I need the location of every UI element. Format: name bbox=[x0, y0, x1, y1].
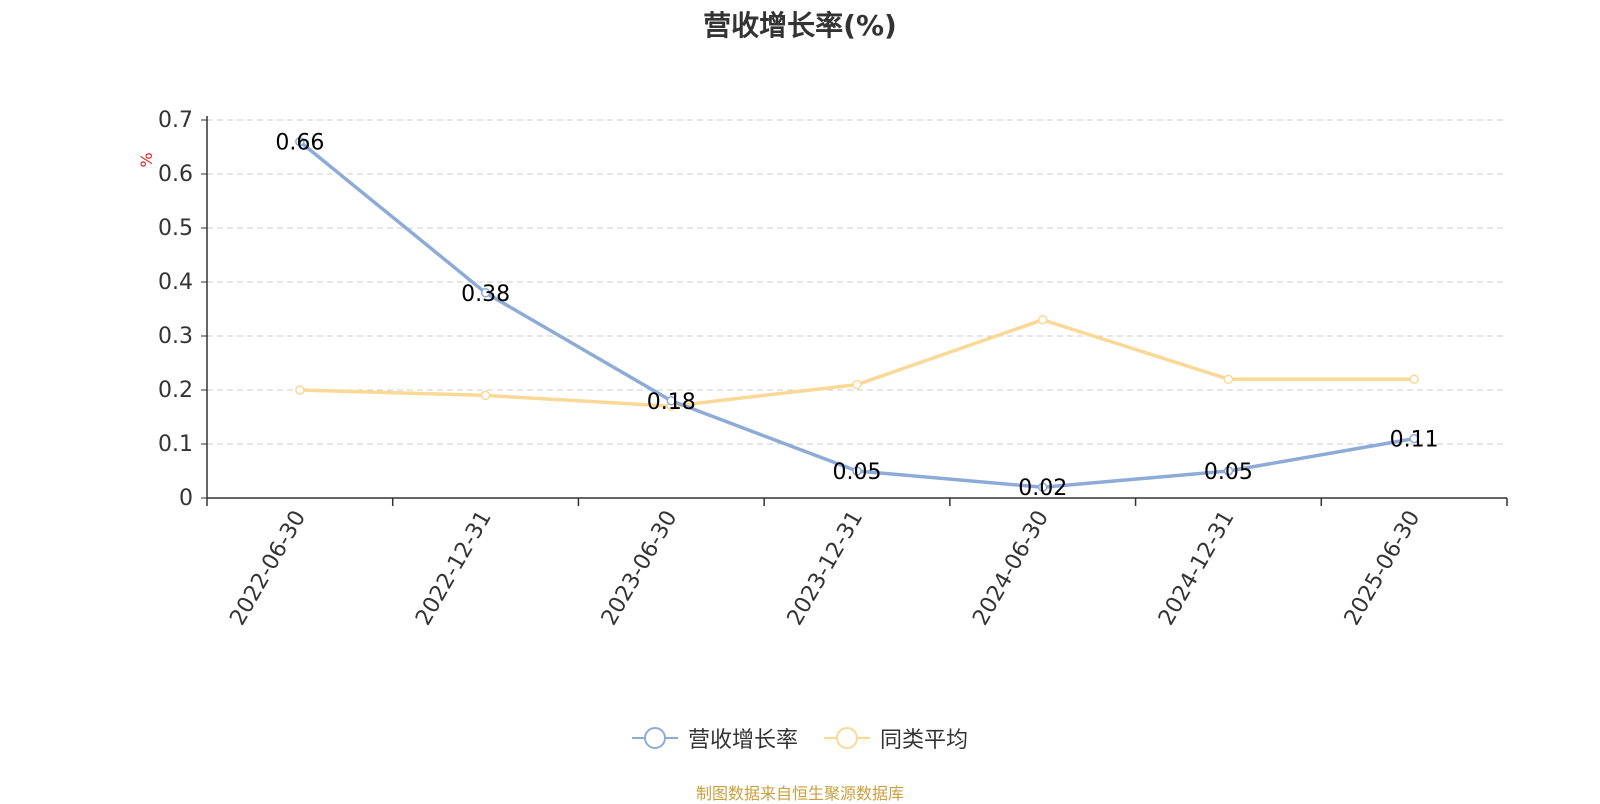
series-0-point bbox=[480, 288, 491, 298]
series-1-point bbox=[1037, 315, 1048, 325]
series-0-point bbox=[852, 466, 862, 476]
legend-label-series-0: 营收增长率 bbox=[687, 728, 798, 753]
x-tick-label: 2025-06-30 bbox=[1340, 507, 1426, 630]
data-label: 0.11 bbox=[1390, 428, 1439, 453]
data-label: 0.66 bbox=[275, 131, 324, 156]
series-0-point bbox=[1223, 466, 1234, 476]
legend-item-series-0[interactable]: 营收增长率 bbox=[631, 722, 798, 754]
series-1-point bbox=[480, 390, 491, 401]
x-tick-label: 2022-06-30 bbox=[225, 507, 311, 630]
axes: 0 0.1 0.2 0.3 0.4 0.5 0.6 0.7% 2022-06-30 2022-12… bbox=[137, 108, 1508, 630]
legend-item-series-1[interactable]: 同类平均 bbox=[824, 722, 968, 754]
data-label: 0.02 bbox=[1018, 476, 1067, 501]
data-label: 0.18 bbox=[647, 390, 696, 415]
legend: 营收增长率 同类平均 bbox=[0, 722, 1600, 754]
series-0-point bbox=[1409, 433, 1419, 444]
series-0-point bbox=[1037, 482, 1048, 492]
series bbox=[295, 136, 1419, 492]
x-tick-label: 2022-12-31 bbox=[411, 506, 497, 629]
x-tick-label: 2024-06-30 bbox=[968, 507, 1054, 630]
series-line-0 bbox=[298, 140, 1415, 489]
x-tick-label: 2023-12-31 bbox=[783, 507, 869, 630]
x-tick-label: 2023-06-30 bbox=[597, 507, 683, 630]
legend-marker-series-0 bbox=[631, 727, 678, 749]
series-0-point bbox=[295, 136, 305, 147]
legend-label-series-1: 同类平均 bbox=[880, 728, 969, 753]
series-line-1 bbox=[299, 318, 1415, 408]
grid-lines bbox=[207, 119, 1507, 445]
y-tick-label: 0.3 bbox=[158, 324, 193, 349]
y-tick-label: 0.7 bbox=[158, 108, 193, 133]
y-tick-label: 0.6 bbox=[158, 162, 193, 187]
series-1-point bbox=[1223, 374, 1234, 384]
series-1-point bbox=[295, 385, 305, 395]
y-tick-label: 0.5 bbox=[158, 216, 193, 241]
data-label: 0.38 bbox=[461, 282, 510, 307]
y-tick-label: 0.2 bbox=[158, 378, 193, 403]
y-axis-label: % bbox=[137, 152, 156, 167]
series-1-point bbox=[1409, 374, 1419, 384]
y-tick-label: 0.4 bbox=[158, 270, 193, 295]
legend-marker-series-1 bbox=[824, 727, 870, 749]
y-tick-label: 0.1 bbox=[158, 432, 193, 457]
data-labels: 0.66 0.38 0.18 0.05 0.02 0.05 0.11 bbox=[275, 131, 1438, 502]
data-label: 0.05 bbox=[833, 460, 882, 485]
data-label: 0.05 bbox=[1204, 460, 1253, 485]
y-tick-label: 0 bbox=[179, 486, 193, 511]
series-1-point bbox=[852, 379, 862, 390]
chart-title: 营收增长率(%) bbox=[703, 9, 897, 42]
x-tick-label: 2024-12-31 bbox=[1154, 507, 1240, 630]
data-source-note: 制图数据来自恒生聚源数据库 bbox=[695, 784, 904, 803]
series-0-point bbox=[666, 396, 677, 406]
